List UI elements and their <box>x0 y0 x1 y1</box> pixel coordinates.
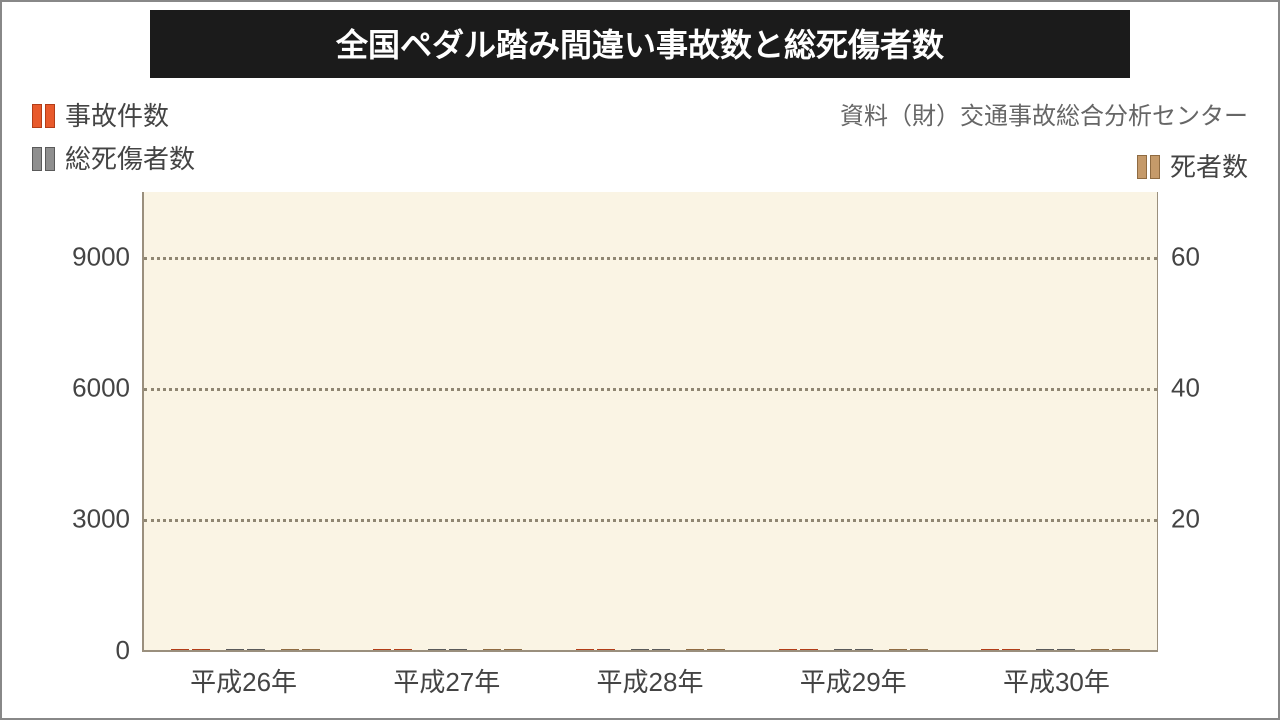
x-axis-labels: 平成26年平成27年平成28年平成29年平成30年 <box>142 662 1158 699</box>
chart-container: 全国ペダル踏み間違い事故数と総死傷者数 事故件数総死傷者数 資料（財）交通事故総… <box>0 0 1280 720</box>
plot-area: 0 300020600040900060 <box>142 192 1158 652</box>
casualties-bar <box>652 649 670 650</box>
deaths-bar <box>483 649 501 650</box>
legend-label: 総死傷者数 <box>65 139 195 176</box>
accidents-bar <box>597 649 615 650</box>
bar-group <box>549 192 752 650</box>
casualties-bar-pair <box>428 649 467 650</box>
casualties-bar-pair <box>631 649 670 650</box>
bar-group <box>954 192 1157 650</box>
accidents-bar <box>576 649 594 650</box>
legend-right-block: 資料（財）交通事故総合分析センター 死者数 <box>840 96 1248 184</box>
casualties-bar-pair <box>1036 649 1075 650</box>
deaths-bar <box>686 649 704 650</box>
deaths-bar-pair <box>483 649 522 650</box>
casualties-bar <box>449 649 467 650</box>
legend-label: 死者数 <box>1170 147 1248 184</box>
gridline <box>144 519 1157 522</box>
casualties-bar <box>226 649 244 650</box>
source-note: 資料（財）交通事故総合分析センター <box>840 96 1248 131</box>
y-right-tick-label: 20 <box>1157 504 1200 535</box>
legend-item-accidents: 事故件数 <box>32 96 195 133</box>
casualties-swatch-icon <box>32 147 55 169</box>
deaths-bar <box>1112 649 1130 650</box>
casualties-bar <box>247 649 265 650</box>
casualties-bar-pair <box>834 649 873 650</box>
y-left-tick-label: 3000 <box>72 504 144 535</box>
accidents-bar-pair <box>373 649 412 650</box>
deaths-bar-pair <box>1091 649 1130 650</box>
deaths-bar-pair <box>281 649 320 650</box>
bar-group <box>752 192 955 650</box>
gridline <box>144 388 1157 391</box>
deaths-bar <box>707 649 725 650</box>
accidents-bar <box>171 649 189 650</box>
casualties-bar-pair <box>226 649 265 650</box>
accidents-bar-pair <box>171 649 210 650</box>
bar-group <box>144 192 347 650</box>
y-left-tick-label: 9000 <box>72 242 144 273</box>
legend-item-deaths: 死者数 <box>1137 147 1248 184</box>
chart-title: 全国ペダル踏み間違い事故数と総死傷者数 <box>150 10 1130 78</box>
y-right-tick-label: 40 <box>1157 373 1200 404</box>
header-row: 事故件数総死傷者数 資料（財）交通事故総合分析センター 死者数 <box>12 96 1268 192</box>
deaths-bar <box>910 649 928 650</box>
legend-label: 事故件数 <box>65 96 169 133</box>
deaths-bar-pair <box>889 649 928 650</box>
plot-wrap: 0 300020600040900060 平成26年平成27年平成28年平成29… <box>32 192 1248 699</box>
deaths-bar-pair <box>686 649 725 650</box>
casualties-bar <box>1057 649 1075 650</box>
y-right-tick-label: 60 <box>1157 242 1200 273</box>
accidents-bar-pair <box>779 649 818 650</box>
accidents-bar <box>192 649 210 650</box>
x-tick-label: 平成28年 <box>548 662 751 699</box>
accidents-bar <box>394 649 412 650</box>
casualties-bar <box>834 649 852 650</box>
x-tick-label: 平成27年 <box>345 662 548 699</box>
gridline <box>144 257 1157 260</box>
casualties-bar <box>1036 649 1054 650</box>
bar-group <box>347 192 550 650</box>
accidents-bar <box>373 649 391 650</box>
accidents-bar <box>1002 649 1020 650</box>
legend-left: 事故件数総死傷者数 <box>32 96 195 176</box>
casualties-bar <box>855 649 873 650</box>
y-left-tick-label: 6000 <box>72 373 144 404</box>
accidents-bar <box>800 649 818 650</box>
accidents-bar <box>779 649 797 650</box>
x-tick-label: 平成29年 <box>752 662 955 699</box>
deaths-bar <box>302 649 320 650</box>
casualties-bar <box>428 649 446 650</box>
bar-groups <box>144 192 1157 650</box>
deaths-bar <box>281 649 299 650</box>
deaths-swatch-icon <box>1137 155 1160 177</box>
deaths-bar <box>1091 649 1109 650</box>
x-tick-label: 平成26年 <box>142 662 345 699</box>
accidents-bar <box>981 649 999 650</box>
legend-item-casualties: 総死傷者数 <box>32 139 195 176</box>
accidents-bar-pair <box>576 649 615 650</box>
accidents-bar-pair <box>981 649 1020 650</box>
deaths-bar <box>504 649 522 650</box>
accidents-swatch-icon <box>32 104 55 126</box>
casualties-bar <box>631 649 649 650</box>
y-left-zero: 0 <box>116 635 144 666</box>
x-tick-label: 平成30年 <box>955 662 1158 699</box>
deaths-bar <box>889 649 907 650</box>
